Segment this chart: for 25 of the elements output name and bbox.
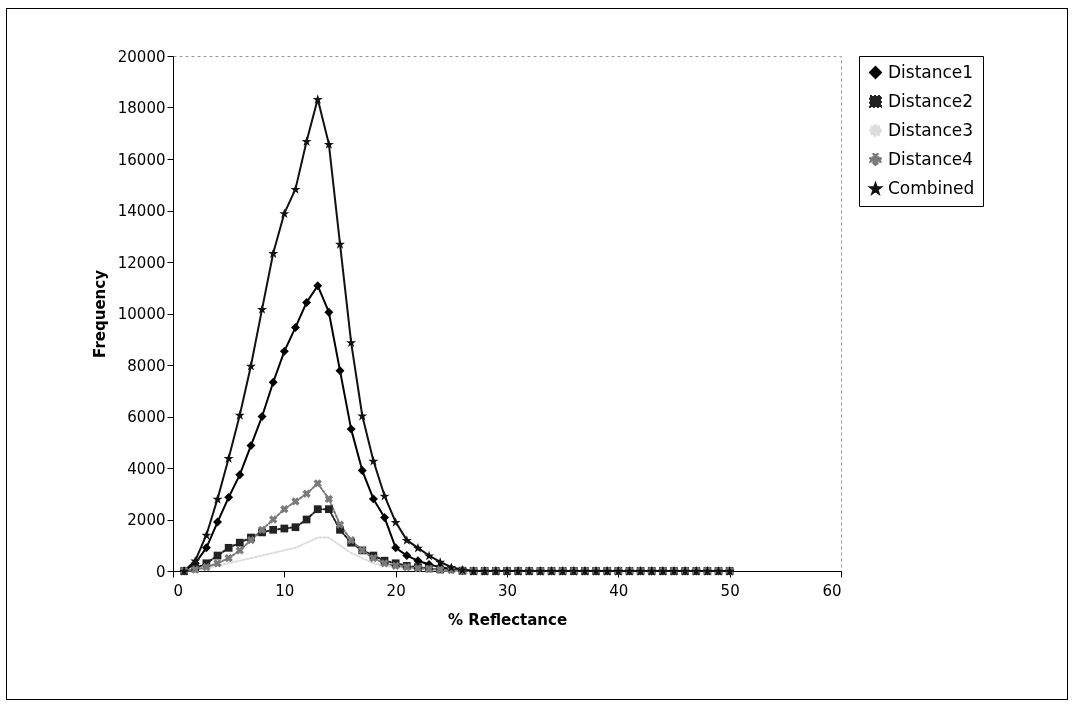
y-tick-label: 12000 [117, 253, 166, 272]
x-tick-label: 60 [822, 581, 842, 600]
y-tick-label: 8000 [127, 356, 166, 375]
y-tick-label: 20000 [117, 47, 166, 66]
y-tick-label: 16000 [117, 150, 166, 169]
x-tick-label: 50 [720, 581, 740, 600]
x-tick-label: 0 [173, 581, 184, 600]
legend-label: Distance2 [888, 90, 974, 111]
legend-label: Combined [888, 177, 975, 198]
y-axis-title: Frequency [90, 269, 109, 358]
y-tick-label: 0 [155, 562, 166, 581]
y-tick-label: 18000 [117, 99, 166, 117]
x-tick-label: 40 [609, 581, 629, 600]
legend-label: Distance3 [888, 119, 974, 140]
x-axis-title: % Reflectance [447, 610, 568, 629]
y-tick-label: 6000 [127, 408, 166, 426]
x-tick-label: 10 [275, 581, 295, 600]
y-tick-label: 2000 [127, 511, 166, 529]
legend-label: Distance4 [888, 148, 974, 169]
y-tick-label: 10000 [117, 305, 166, 323]
x-tick-label: 30 [497, 581, 518, 600]
y-tick-label: 14000 [117, 202, 166, 220]
x-tick-label: 20 [386, 581, 406, 600]
legend-label: Distance1 [888, 61, 974, 82]
y-tick-label: 4000 [127, 459, 166, 478]
